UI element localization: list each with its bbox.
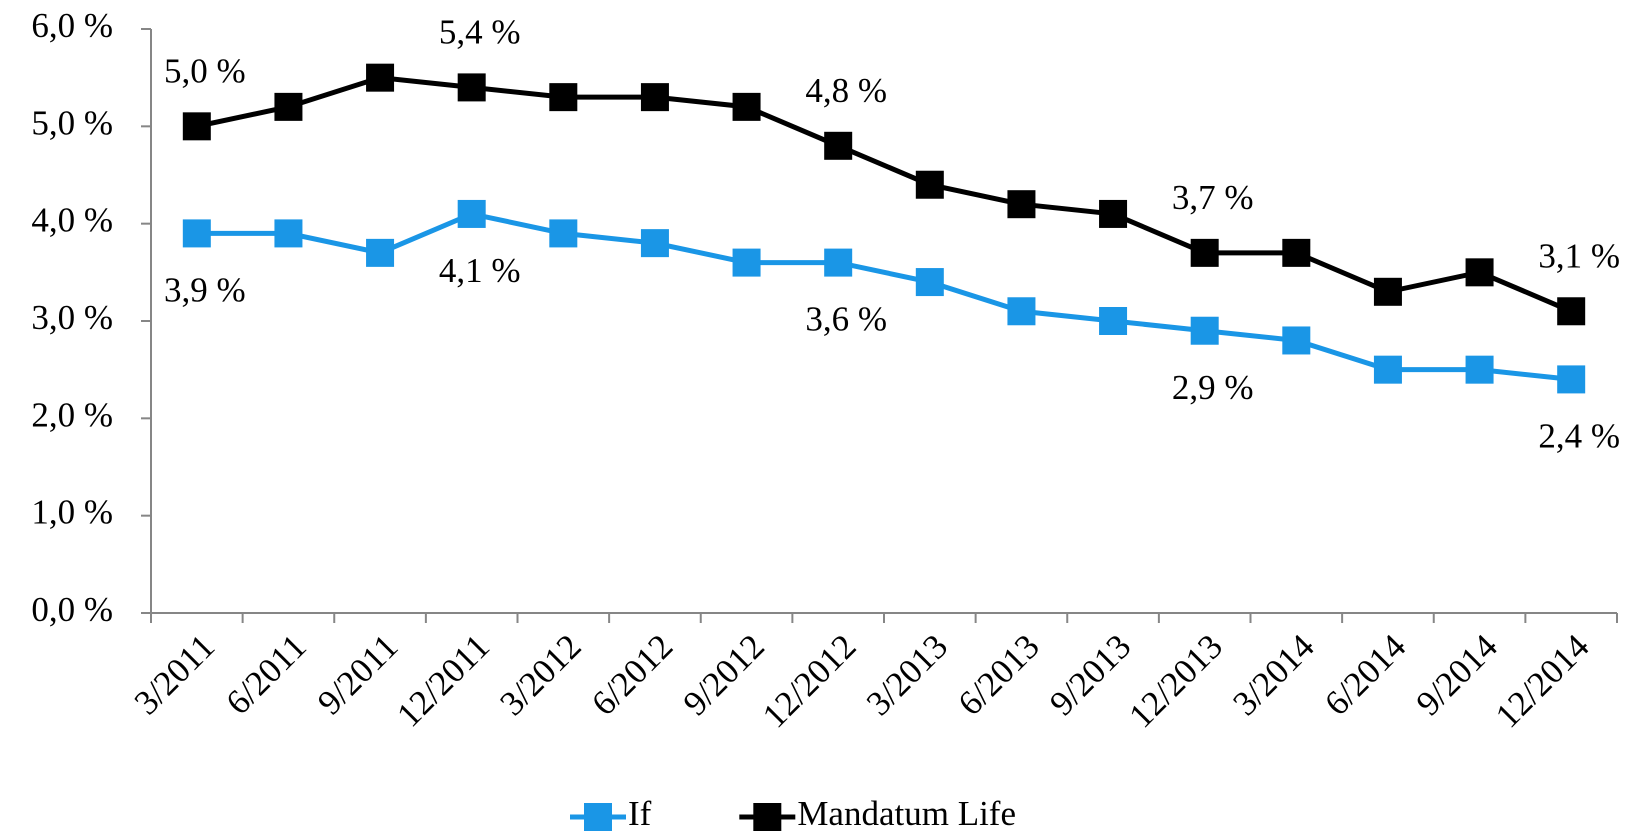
y-tick-label: 0,0 % (31, 590, 113, 629)
marker (182, 219, 211, 248)
marker (732, 92, 761, 121)
marker (1282, 238, 1311, 267)
x-tick-label: 12/2011 (389, 627, 497, 735)
marker (1557, 297, 1586, 326)
legend-marker (753, 803, 782, 831)
marker (915, 268, 944, 297)
marker (824, 248, 853, 277)
x-tick-label: 12/2012 (755, 627, 864, 736)
legend-label: Mandatum Life (797, 794, 1016, 833)
x-tick-label: 6/2014 (1317, 627, 1413, 723)
data-label: 5,4 % (439, 12, 521, 51)
marker (182, 112, 211, 141)
legend-item: Mandatum Life (739, 794, 1016, 833)
marker (1190, 238, 1219, 267)
marker (274, 92, 303, 121)
data-label: 4,1 % (439, 251, 521, 290)
legend-item: If (570, 794, 652, 833)
legend-label: If (628, 794, 652, 833)
marker (824, 131, 853, 160)
x-tick-label: 3/2012 (492, 627, 588, 723)
marker (274, 219, 303, 248)
marker (1373, 355, 1402, 384)
marker (1465, 355, 1494, 384)
data-label: 3,7 % (1172, 178, 1254, 217)
marker (1557, 365, 1586, 394)
x-tick-label: 6/2012 (584, 627, 680, 723)
marker (457, 73, 486, 102)
y-tick-label: 1,0 % (31, 493, 113, 532)
marker (366, 238, 395, 267)
y-tick-label: 2,0 % (31, 395, 113, 434)
x-tick-label: 6/2013 (950, 627, 1046, 723)
y-tick-label: 6,0 % (31, 6, 113, 45)
marker (640, 83, 669, 112)
data-label: 3,6 % (805, 300, 887, 339)
marker (1099, 307, 1128, 335)
x-tick-label: 12/2013 (1121, 627, 1230, 736)
marker (457, 199, 486, 228)
x-tick-label: 3/2014 (1225, 627, 1321, 723)
series-line (196, 75, 1573, 314)
y-tick-label: 4,0 % (31, 201, 113, 240)
data-label: 2,4 % (1538, 416, 1620, 455)
x-tick-label: 3/2011 (127, 627, 222, 722)
marker (1007, 297, 1036, 326)
y-tick-label: 5,0 % (31, 103, 113, 142)
marker (549, 83, 578, 112)
data-label: 3,1 % (1538, 236, 1620, 275)
marker (1099, 199, 1128, 228)
data-label: 4,8 % (805, 71, 887, 110)
marker (640, 229, 669, 258)
marker (1282, 326, 1311, 355)
marker (366, 63, 395, 92)
legend-marker (584, 803, 612, 831)
marker (1007, 190, 1036, 219)
x-tick-label: 12/2014 (1488, 627, 1597, 736)
y-tick-label: 3,0 % (31, 298, 113, 337)
marker (549, 219, 578, 248)
series-line (196, 211, 1572, 382)
marker (1190, 316, 1219, 345)
x-tick-label: 3/2013 (859, 627, 955, 723)
data-label: 5,0 % (164, 51, 246, 90)
marker (915, 170, 944, 199)
data-label: 3,9 % (164, 270, 246, 309)
data-label: 2,9 % (1172, 368, 1254, 407)
x-tick-label: 6/2011 (218, 627, 313, 722)
marker (1465, 258, 1494, 287)
marker (732, 248, 761, 277)
marker (1373, 277, 1402, 306)
